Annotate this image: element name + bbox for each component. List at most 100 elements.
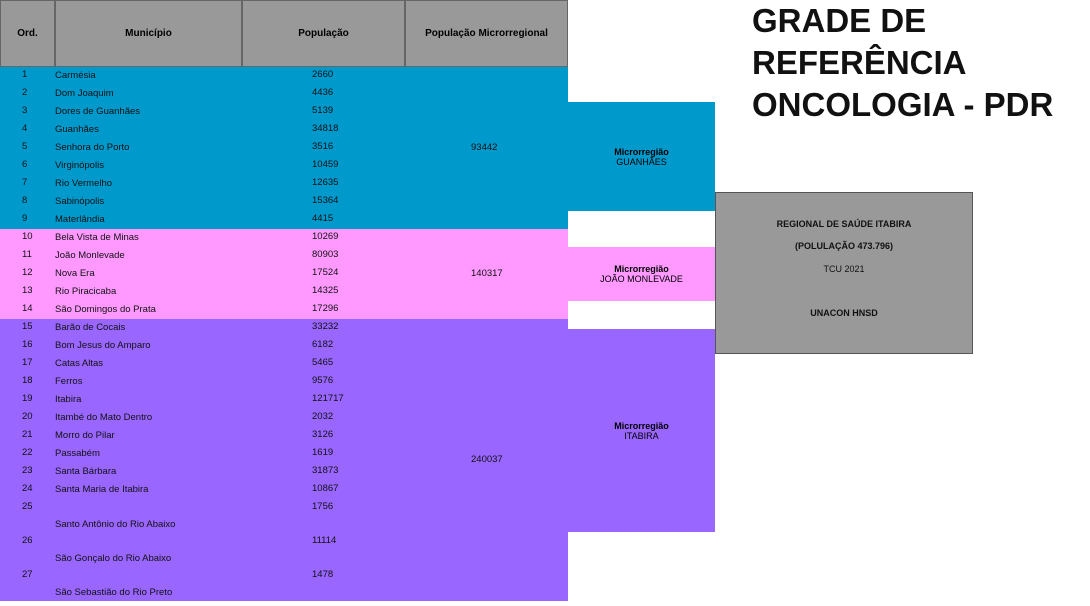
populacao: 3126 (312, 429, 334, 440)
populacao: 5465 (312, 357, 334, 368)
ord: 3 (22, 105, 28, 116)
populacao: 4436 (312, 87, 334, 98)
ord: 25 (22, 501, 33, 512)
ord: 14 (22, 303, 33, 314)
populacao: 80903 (312, 249, 339, 260)
populacao: 3516 (312, 141, 334, 152)
populacao: 14325 (312, 285, 339, 296)
municipio: Barão de Cocais (55, 322, 126, 333)
group-band (0, 319, 568, 601)
group-band (0, 67, 568, 229)
header-cell: População (242, 0, 405, 67)
populacao: 5139 (312, 105, 334, 116)
population-microregional: 240037 (471, 454, 503, 465)
ord: 27 (22, 569, 33, 580)
municipio: Senhora do Porto (55, 142, 130, 153)
populacao: 33232 (312, 321, 339, 332)
title-line: ONCOLOGIA - PDR (752, 86, 1054, 123)
municipio: Dom Joaquim (55, 88, 114, 99)
regional-box: REGIONAL DE SAÚDE ITABIRA (POLULAÇÃO 473.… (715, 192, 973, 354)
microregion-text: Microrregião (614, 146, 669, 157)
populacao: 10867 (312, 483, 339, 494)
populacao: 1756 (312, 501, 334, 512)
municipio: Itabira (55, 394, 82, 405)
populacao: 17524 (312, 267, 339, 278)
populacao: 121717 (312, 393, 344, 404)
ord: 19 (22, 393, 33, 404)
ord: 8 (22, 195, 28, 206)
populacao: 34818 (312, 123, 339, 134)
municipio: João Monlevade (55, 250, 125, 261)
population-microregional: 93442 (471, 142, 498, 153)
regional-text: UNACON HNSD (810, 308, 878, 318)
ord: 24 (22, 483, 33, 494)
municipio: São Sebastião do Rio Preto (55, 587, 173, 598)
ord: 20 (22, 411, 33, 422)
header-cell: Município (55, 0, 242, 67)
populacao: 31873 (312, 465, 339, 476)
ord: 18 (22, 375, 33, 386)
header-cell: População Microrregional (405, 0, 568, 67)
ord: 11 (22, 249, 32, 260)
ord: 17 (22, 357, 33, 368)
municipio: Ferros (55, 376, 83, 387)
microregion: Microrregião JOÃO MONLEVADE (568, 247, 715, 301)
microregion-text: Microrregião (614, 420, 669, 431)
regional-text: (POLULAÇÃO 473.796) (794, 241, 894, 251)
municipio: Morro do Pilar (55, 430, 115, 441)
ord: 21 (22, 429, 33, 440)
group-band (0, 229, 568, 319)
microregion-text: ITABIRA (624, 430, 659, 441)
populacao: 4415 (312, 213, 334, 224)
ord: 1 (22, 69, 28, 80)
ord: 4 (22, 123, 28, 134)
municipio: Materlândia (55, 214, 105, 225)
municipio: Passabém (55, 448, 100, 459)
municipio: São Domingos do Prata (55, 304, 156, 315)
municipio: Itambé do Mato Dentro (55, 412, 153, 423)
ord: 13 (22, 285, 33, 296)
ord: 23 (22, 465, 33, 476)
ord: 6 (22, 159, 28, 170)
municipio: Dores de Guanhães (55, 106, 141, 117)
municipio: Sabinópolis (55, 196, 105, 207)
municipio: Rio Piracicaba (55, 286, 117, 297)
municipio: Santa Maria de Itabira (55, 484, 149, 495)
populacao: 11114 (312, 535, 337, 546)
ord: 2 (22, 87, 28, 98)
municipio: Bom Jesus do Amparo (55, 340, 151, 351)
ord: 10 (22, 231, 33, 242)
microregion-text: GUANHÃES (616, 156, 667, 167)
ord: 5 (22, 141, 28, 152)
municipio: Carmésia (55, 70, 96, 81)
populacao: 17296 (312, 303, 339, 314)
municipio: Nova Era (55, 268, 95, 279)
population-microregional: 140317 (471, 268, 503, 279)
populacao: 10459 (312, 159, 339, 170)
municipio: Virginópolis (55, 160, 104, 171)
municipio: São Gonçalo do Rio Abaixo (55, 553, 172, 564)
populacao: 9576 (312, 375, 334, 386)
ord: 26 (22, 535, 33, 546)
municipio: Catas Altas (55, 358, 104, 369)
ord: 9 (22, 213, 28, 224)
header-cell: Ord. (0, 0, 55, 67)
populacao: 10269 (312, 231, 339, 242)
ord: 16 (22, 339, 33, 350)
ord: 15 (22, 321, 33, 332)
municipio: Bela Vista de Minas (55, 232, 139, 243)
populacao: 1619 (312, 447, 334, 458)
municipio: Guanhães (55, 124, 99, 135)
microregion: Microrregião GUANHÃES (568, 102, 715, 211)
municipio: Santa Bárbara (55, 466, 117, 477)
ord: 7 (22, 177, 28, 188)
populacao: 2660 (312, 69, 334, 80)
populacao: 2032 (312, 411, 334, 422)
populacao: 15364 (312, 195, 339, 206)
populacao: 6182 (312, 339, 334, 350)
regional-text: REGIONAL DE SAÚDE ITABIRA (776, 219, 912, 229)
populacao: 12635 (312, 177, 339, 188)
populacao: 1478 (312, 569, 334, 580)
regional-text: TCU 2021 (823, 264, 865, 274)
